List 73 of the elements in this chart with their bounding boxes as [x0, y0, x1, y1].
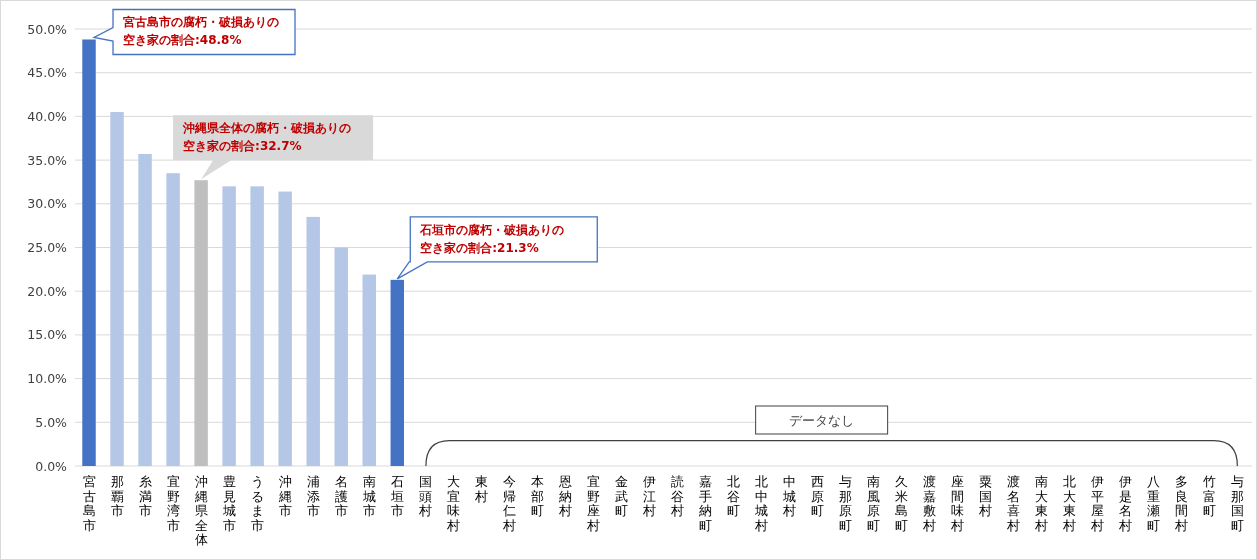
x-tick-label: 座間味村 — [950, 474, 965, 533]
x-tick-label: 伊江村 — [641, 474, 656, 518]
annotation: 石垣市の腐朽・破損ありの空き家の割合:21.3% — [419, 222, 565, 255]
x-tick-label: 那覇市 — [110, 474, 124, 518]
y-tick-label: 40.0% — [27, 108, 68, 124]
x-tick-label: 国頭村 — [417, 474, 432, 518]
x-tick-label: 金武町 — [614, 474, 628, 518]
x-tick-label: 嘉手納町 — [699, 474, 713, 533]
x-tick-label: 宜野湾市 — [166, 474, 180, 533]
bar — [222, 186, 236, 466]
y-tick-label: 45.0% — [27, 65, 68, 81]
bar — [278, 191, 292, 466]
annotation: データなし — [789, 413, 855, 428]
x-tick-label: 名護市 — [334, 474, 348, 518]
x-tick-label: 本部町 — [530, 474, 544, 518]
y-tick-label: 5.0% — [35, 414, 68, 430]
x-tick-label: 中城村 — [782, 474, 797, 518]
x-tick-label: 伊平屋村 — [1090, 474, 1105, 533]
x-tick-label: 八重瀬町 — [1147, 474, 1161, 533]
x-tick-label: 恩納村 — [557, 474, 572, 518]
x-tick-label: 伊是名村 — [1118, 474, 1133, 533]
bar — [390, 279, 404, 466]
x-tick-label: 粟国村 — [978, 474, 993, 518]
y-tick-label: 50.0% — [27, 21, 68, 37]
x-tick-label: 沖縄県全体 — [193, 474, 208, 547]
x-tick-label: 与那国町 — [1231, 474, 1245, 533]
y-tick-label: 10.0% — [27, 371, 68, 387]
bar — [110, 112, 124, 466]
bar — [334, 247, 348, 466]
x-tick-label: 読谷村 — [670, 474, 685, 518]
x-tick-label: 浦添市 — [306, 474, 320, 518]
bar — [166, 173, 180, 466]
x-tick-label: 北谷町 — [727, 474, 741, 518]
x-tick-label: 渡嘉敷村 — [922, 474, 937, 533]
y-tick-label: 30.0% — [27, 196, 68, 212]
annotation: 宮古島市の腐朽・破損ありの空き家の割合:48.8% — [123, 15, 280, 48]
x-tick-label: 竹富町 — [1203, 474, 1217, 518]
x-tick-label: 南大東村 — [1034, 474, 1049, 533]
x-tick-label: 石垣市 — [389, 474, 404, 518]
bar — [194, 180, 208, 466]
x-tick-label: 渡名喜村 — [1006, 474, 1021, 533]
y-tick-label: 0.0% — [35, 458, 68, 474]
annotation: 沖縄県全体の腐朽・破損ありの空き家の割合:32.7% — [182, 121, 352, 154]
x-tick-label: 東村 — [473, 474, 488, 504]
x-tick-label: 大宜味村 — [445, 474, 460, 533]
y-tick-label: 20.0% — [27, 283, 68, 299]
bar — [82, 39, 96, 466]
y-tick-label: 15.0% — [27, 327, 68, 343]
x-tick-label: 南城市 — [361, 474, 376, 518]
callout: 石垣市の腐朽・破損ありの空き家の割合:21.3% — [396, 216, 598, 280]
x-tick-label: 沖縄市 — [277, 474, 292, 518]
x-tick-label: 与那原町 — [839, 474, 853, 533]
x-tick-label: 宜野座村 — [585, 474, 600, 533]
x-tick-label: 南風原町 — [867, 474, 881, 533]
x-tick-label: 北大東村 — [1062, 474, 1077, 533]
x-tick-label: 宮古島市 — [82, 474, 96, 533]
x-tick-label: 糸満市 — [138, 474, 152, 518]
bar — [306, 216, 320, 466]
y-tick-label: 35.0% — [27, 152, 68, 168]
callout: 沖縄県全体の腐朽・破損ありの空き家の割合:32.7% — [173, 115, 374, 180]
bar — [138, 153, 152, 466]
x-tick-label: 多良間村 — [1174, 474, 1189, 533]
callout: 宮古島市の腐朽・破損ありの空き家の割合:48.8% — [92, 8, 296, 56]
y-tick-label: 25.0% — [27, 240, 68, 255]
x-tick-label: うるま市 — [250, 474, 264, 533]
x-tick-label: 久米島町 — [895, 474, 909, 533]
x-tick-label: 今帰仁村 — [501, 474, 516, 533]
bar — [362, 274, 376, 466]
x-tick-label: 西原町 — [811, 474, 825, 518]
x-tick-label: 豊見城市 — [221, 474, 236, 533]
note: データなし — [755, 405, 889, 435]
bar — [250, 186, 264, 466]
x-tick-label: 北中城村 — [754, 474, 769, 533]
